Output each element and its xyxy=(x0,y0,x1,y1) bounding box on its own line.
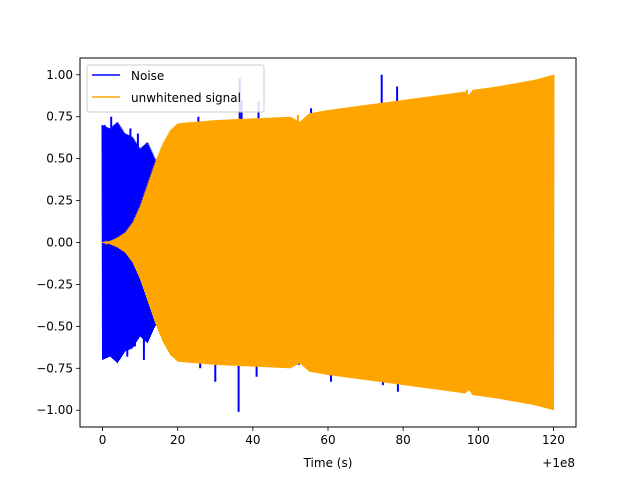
y-tick-label: 0.50 xyxy=(46,152,73,166)
y-tick-label: 0.25 xyxy=(46,194,73,208)
y-tick-label: −0.50 xyxy=(36,319,73,333)
ticks-layer: 0 20 40 60 80 100 120 −1.00 −0.75 −0.50 −0.25 0.00 0… xyxy=(36,68,565,447)
y-tick-label: −1.00 xyxy=(36,403,73,417)
y-tick-label: −0.25 xyxy=(36,277,73,291)
x-tick-label: 100 xyxy=(467,433,490,447)
legend-noise-label: Noise xyxy=(131,69,164,83)
x-tick-label: 40 xyxy=(245,433,260,447)
legend-box xyxy=(86,64,265,113)
y-tick-label: −0.75 xyxy=(36,361,73,375)
x-tick-label: 120 xyxy=(542,433,565,447)
y-tick-label: 1.00 xyxy=(46,68,73,82)
x-tick-label: 20 xyxy=(170,433,185,447)
x-tick-label: 80 xyxy=(396,433,411,447)
legend-signal-label: unwhitened signal xyxy=(131,91,241,105)
x-tick-label: 0 xyxy=(99,433,107,447)
y-tick-label: 0.75 xyxy=(46,110,73,124)
x-axis-label: Time (s) xyxy=(303,456,353,470)
series-layer xyxy=(101,74,555,412)
x-offset-label: +1e8 xyxy=(542,456,575,470)
series-line-unwhitened-signal xyxy=(102,74,555,411)
legend: Noise unwhitened signal xyxy=(86,64,265,113)
y-tick-label: 0.00 xyxy=(46,236,73,250)
series-unwhitened-signal xyxy=(102,74,555,411)
x-tick-label: 60 xyxy=(320,433,335,447)
